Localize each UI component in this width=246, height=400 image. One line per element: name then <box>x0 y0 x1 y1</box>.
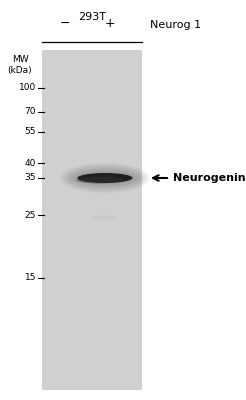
Text: (kDa): (kDa) <box>8 66 32 75</box>
Text: −: − <box>60 17 70 30</box>
Text: 25: 25 <box>25 210 36 220</box>
Text: Neurogenin1: Neurogenin1 <box>173 173 246 183</box>
Ellipse shape <box>77 173 133 183</box>
Ellipse shape <box>64 166 146 190</box>
Ellipse shape <box>60 163 150 193</box>
Ellipse shape <box>73 170 137 186</box>
Ellipse shape <box>93 215 117 221</box>
Bar <box>42 50 142 390</box>
Text: 293T: 293T <box>78 12 106 22</box>
Text: 100: 100 <box>19 84 36 92</box>
Text: 35: 35 <box>25 174 36 182</box>
Text: 40: 40 <box>25 158 36 168</box>
Ellipse shape <box>69 168 141 188</box>
Ellipse shape <box>77 176 123 184</box>
Ellipse shape <box>62 164 148 192</box>
Text: Neurog 1: Neurog 1 <box>150 20 201 30</box>
Text: +: + <box>105 17 115 30</box>
Text: 70: 70 <box>25 108 36 116</box>
Ellipse shape <box>66 167 143 189</box>
Text: 55: 55 <box>25 128 36 136</box>
Text: MW: MW <box>12 55 28 64</box>
Text: 15: 15 <box>25 274 36 282</box>
Ellipse shape <box>71 169 139 187</box>
Ellipse shape <box>75 172 135 184</box>
